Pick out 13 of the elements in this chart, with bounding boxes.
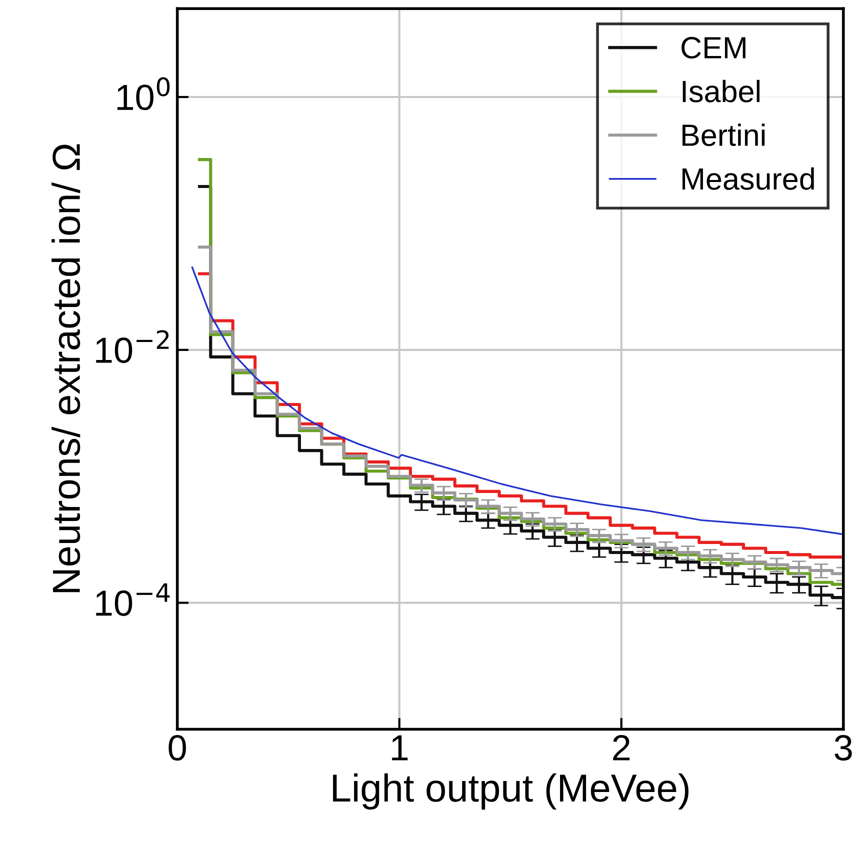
- y-axis-title: Neutrons/ extracted ion/ Ω: [52, 144, 80, 592]
- legend-label: Isabel: [682, 80, 760, 102]
- x-tick-label: 1: [392, 735, 408, 760]
- x-tick-label: 3: [834, 735, 852, 761]
- x-tick-label: 2: [613, 735, 630, 760]
- y-tick-label: 10$^{−4}$: [96, 583, 170, 616]
- x-axis-title: Light output (MeVee): [333, 773, 688, 810]
- legend-label: CEM: [682, 36, 746, 59]
- y-tick-label: 10$^{0}$: [117, 77, 170, 110]
- x-tick-label: 0: [168, 735, 186, 761]
- legend-label: Measured: [682, 167, 814, 190]
- y-tick-label: 10$^{−2}$: [96, 330, 169, 364]
- legend-label: Bertini: [682, 124, 765, 146]
